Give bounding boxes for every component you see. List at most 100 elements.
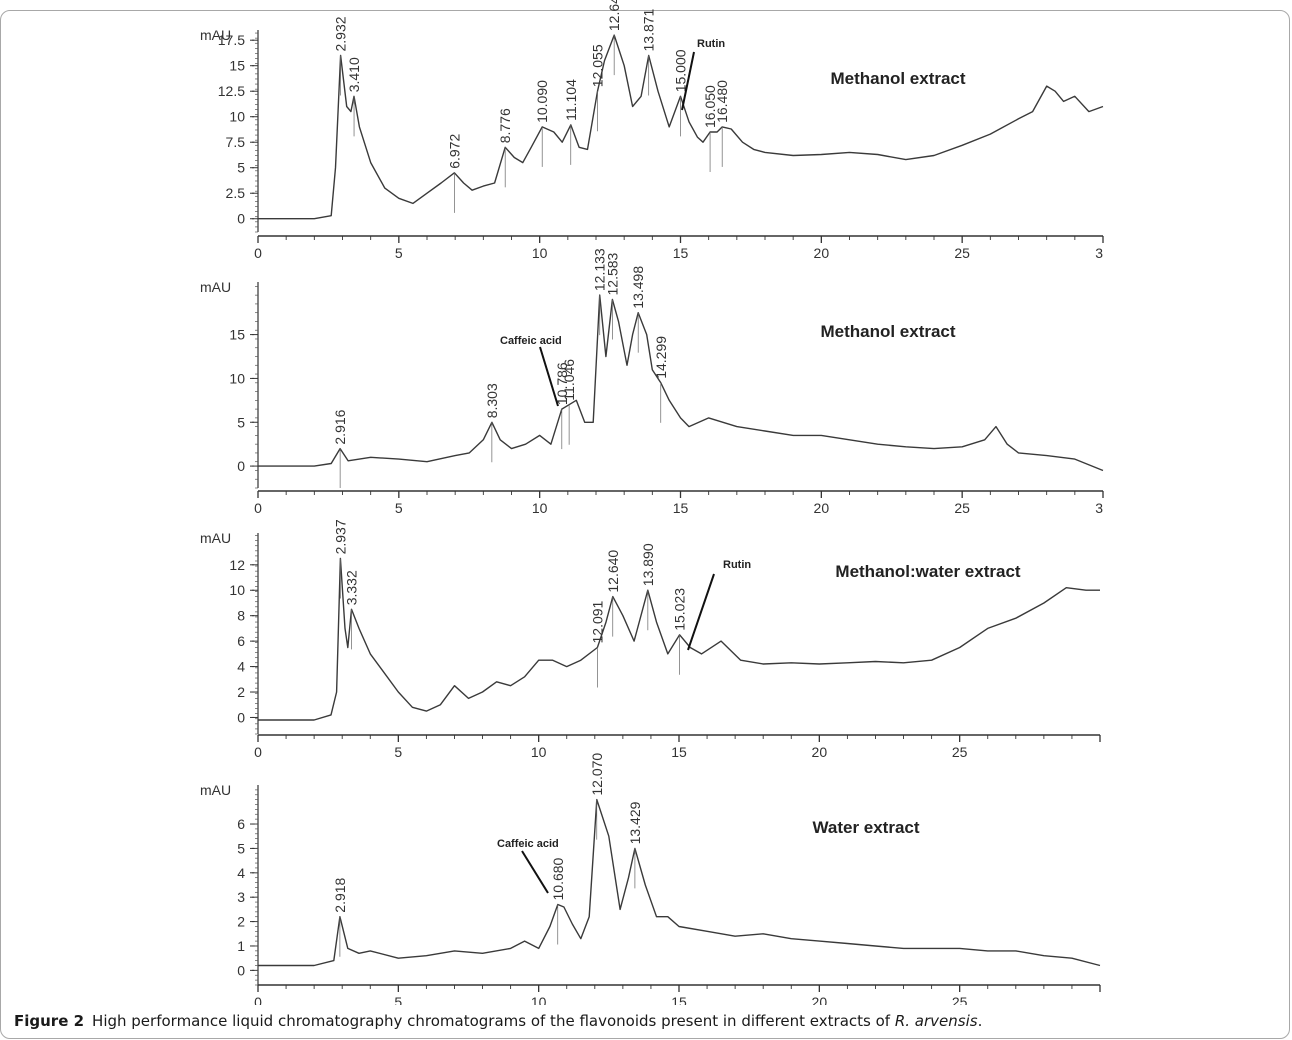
caption-species: R. arvensis	[894, 1012, 978, 1030]
x-tick-label: 5	[394, 744, 402, 760]
y-tick-label: 12	[229, 557, 245, 573]
y-tick-label: 4	[237, 865, 245, 881]
peak-label: 12.091	[589, 600, 605, 643]
x-tick-label: 5	[395, 500, 403, 516]
peak-label: 2.937	[332, 519, 348, 554]
y-tick-label: 4	[237, 659, 245, 675]
x-tick-label: 10	[531, 994, 547, 1005]
x-tick-label: 25	[954, 245, 970, 261]
peak-label: 2.916	[332, 409, 348, 444]
caption-label: Figure 2	[14, 1012, 85, 1030]
peak-label: 2.932	[333, 16, 349, 51]
peak-label: 12.055	[590, 44, 606, 87]
peak-label: 12.645	[606, 0, 622, 31]
annotation-pointer	[539, 346, 559, 407]
y-tick-label: 7.5	[226, 134, 246, 150]
y-tick-label: 0	[237, 709, 245, 725]
x-tick-label: 25	[952, 744, 968, 760]
x-tick-label: 0	[254, 245, 262, 261]
y-axis-label: mAU	[200, 530, 231, 546]
y-axis-label: mAU	[200, 782, 231, 798]
peak-label: 11.046	[561, 359, 577, 401]
chromatogram-panel-4: mAU 0 1 2 3 4 5 6 0 5 10 15 20 25 2.918 10.680 12.070 13.…	[200, 753, 1101, 1005]
y-tick-label: 10	[229, 582, 245, 598]
peak-label: 16.050	[702, 85, 718, 128]
x-tick-label: 5	[395, 245, 403, 261]
y-tick-label: 15	[229, 327, 245, 343]
x-tick-label: 15	[673, 245, 689, 261]
peak-label: 12.133	[592, 248, 608, 291]
y-tick-label: 5	[237, 160, 245, 176]
y-tick-label: 17.5	[218, 32, 245, 48]
x-tick-label: 3	[1095, 245, 1103, 261]
compound-annotation-label: Caffeic acid	[497, 838, 559, 850]
panel-title: Methanol extract	[830, 69, 965, 88]
annotation-pointer	[687, 573, 715, 651]
peak-label: 12.583	[604, 252, 620, 295]
peak-label: 13.498	[630, 266, 646, 309]
peak-label: 12.070	[589, 753, 605, 796]
y-tick-label: 6	[237, 633, 245, 649]
y-tick-label: 0	[237, 458, 245, 474]
figure-frame	[0, 10, 1290, 1039]
y-tick-label: 10	[229, 109, 245, 125]
x-tick-label: 0	[254, 994, 262, 1005]
chromatogram-trace	[258, 34, 1104, 220]
y-tick-label: 10	[229, 370, 245, 386]
peak-label: 13.429	[627, 801, 643, 844]
x-tick-label: 10	[531, 744, 547, 760]
x-tick-label: 20	[814, 500, 830, 516]
chromatogram-panel-3: mAU 0 2 4 6 8 10 12 0 5 10 15 20 25 2.937 3.332 12.09112…	[200, 519, 1101, 760]
x-tick-label: 0	[254, 500, 262, 516]
x-tick-label: 20	[812, 744, 828, 760]
y-tick-label: 2	[237, 914, 245, 930]
peak-label: 3.410	[346, 57, 362, 92]
peak-label: 3.332	[344, 570, 360, 605]
y-tick-label: 12.5	[218, 83, 245, 99]
x-tick-label: 15	[671, 994, 687, 1005]
y-axis-label: mAU	[200, 27, 231, 43]
chromatogram-panel-1: mAU 0 2.5 5 7.5 10 12.5 15 17.5 0 5 10 15 20 25 3 2.932 3…	[200, 0, 1104, 261]
y-tick-label: 3	[237, 889, 245, 905]
compound-annotation-label: Rutin	[697, 38, 725, 50]
y-axis-label: mAU	[200, 279, 231, 295]
annotation-pointer	[521, 850, 549, 894]
chromatogram-trace	[258, 798, 1101, 967]
peak-label: 12.640	[605, 550, 621, 593]
x-tick-label: 10	[532, 500, 548, 516]
panel-title: Methanol extract	[820, 322, 955, 341]
compound-annotation-label: Rutin	[723, 559, 751, 571]
x-tick-label: 10	[532, 245, 548, 261]
x-tick-label: 25	[954, 500, 970, 516]
y-tick-label: 0	[237, 962, 245, 978]
y-tick-label: 2.5	[226, 185, 246, 201]
x-tick-label: 5	[394, 994, 402, 1005]
y-tick-label: 0	[237, 211, 245, 227]
x-tick-label: 0	[254, 744, 262, 760]
peak-label: 16.480	[714, 80, 730, 123]
peak-label: 10.090	[534, 80, 550, 123]
peak-label: 10.786	[554, 362, 570, 405]
peak-label: 14.299	[653, 336, 669, 379]
chromatogram-panel-2: mAU 0 5 10 15 0 5 10 15 20 25 3 2.916 8.303 10.78611.0…	[200, 248, 1104, 516]
panel-title: Water extract	[812, 818, 919, 837]
x-tick-label: 20	[814, 245, 830, 261]
panel-title: Methanol:water extract	[835, 562, 1020, 581]
peak-label: 15.000	[673, 49, 689, 92]
peak-label: 11.104	[563, 79, 579, 121]
chromatogram-trace	[258, 294, 1104, 472]
y-tick-label: 8	[237, 608, 245, 624]
chromatogram-trace	[258, 557, 1100, 721]
y-tick-label: 1	[237, 938, 245, 954]
peak-label: 8.303	[484, 383, 500, 418]
peak-label: 8.776	[497, 108, 513, 143]
figure-caption: Figure 2 High performance liquid chromato…	[14, 1012, 982, 1030]
peak-label: 10.680	[550, 857, 566, 900]
annotation-pointer	[681, 51, 695, 111]
y-tick-label: 6	[237, 816, 245, 832]
y-tick-label: 5	[237, 414, 245, 430]
peak-label: 13.890	[640, 543, 656, 586]
caption-text: High performance liquid chromatography c…	[92, 1012, 895, 1030]
peak-label: 2.918	[332, 877, 348, 912]
